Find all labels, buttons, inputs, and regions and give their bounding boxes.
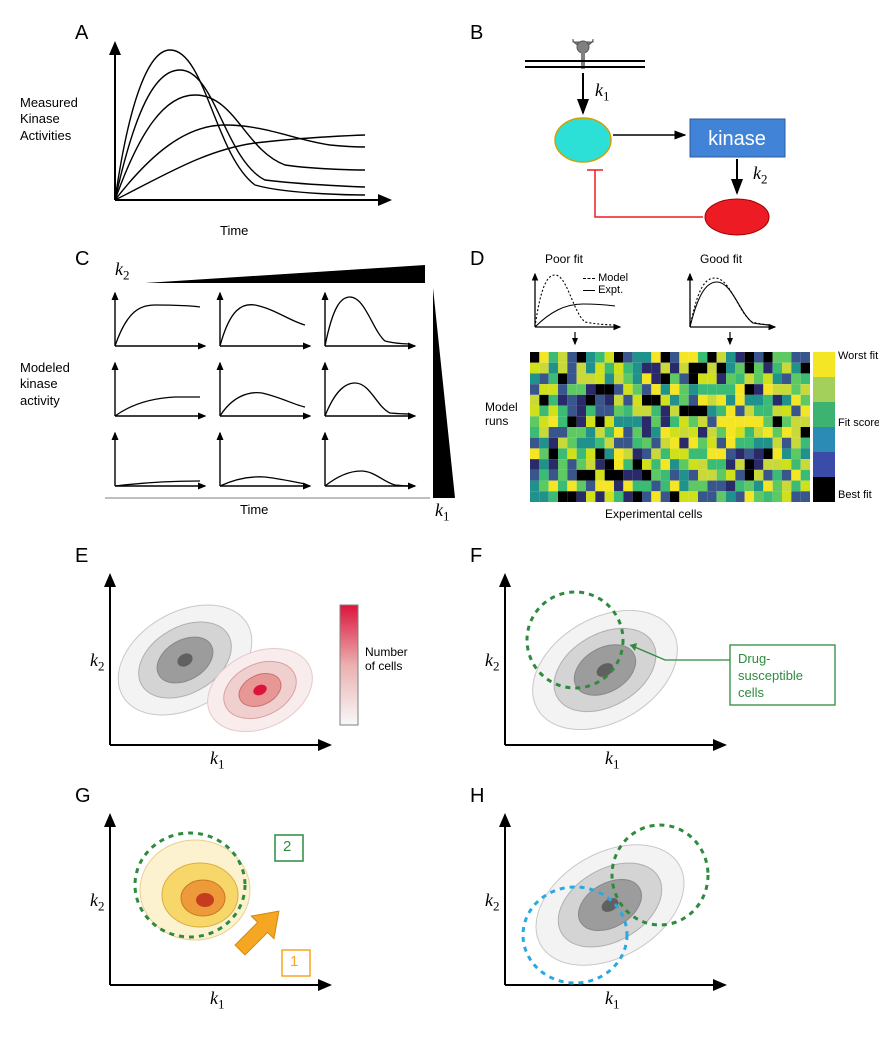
inhibition-line [595,170,703,217]
panel-h: k2 k1 [485,805,845,1015]
colorbar-label: Numberof cells [365,645,408,674]
param-density-f [485,565,865,775]
panel-d: Poor fit Good fit Model Expt. Modelruns … [485,252,879,532]
model-runs-label: Modelruns [485,400,518,429]
k1-axis-label: k1 [605,748,620,773]
panel-label-e: E [75,545,88,568]
panel-label-f: F [470,545,482,568]
param-density-h [485,805,845,1015]
panel-a: Measured Kinase Activities Time [20,40,440,240]
fit-comparison [530,262,810,347]
k2-axis-label: k2 [115,259,130,284]
box1-text: 1 [290,953,298,970]
k1-label: k1 [595,80,610,105]
k1-axis-label: k1 [210,748,225,773]
k2-axis-label: k2 [90,890,105,915]
panel-b: kinase k1 k2 [495,25,855,240]
panel-g: k2 k1 1 2 [90,805,450,1015]
best-fit-label: Best fit [838,489,872,501]
param-density-g [90,805,450,1015]
worst-fit-label: Worst fit [838,350,878,362]
panel-label-b: B [470,22,483,45]
model-legend: Model Expt. [583,272,628,296]
kinase-text: kinase [708,128,766,150]
k2-label: k2 [753,163,768,188]
k1-axis-label: k1 [435,500,450,525]
chart-xlabel: Time [220,223,248,238]
fit-score-label: Fit score [838,417,879,429]
pathway-diagram: kinase [495,25,855,240]
fit-heatmap [530,352,810,502]
box2-text: 2 [283,838,291,855]
chart-ylabel: Measured Kinase Activities [20,95,78,144]
subplot-grid [100,283,430,508]
annotation-text: Drug- susceptible cells [738,651,803,702]
k2-axis-label: k2 [90,650,105,675]
receptor-icon [573,39,593,69]
k1-axis-label: k1 [210,988,225,1013]
good-fit-label: Good fit [700,252,742,266]
red-node [705,199,769,235]
figure-container: A B C D E F G H Measured Kinase Activiti… [20,20,859,1030]
panel-e: k2 k1 Numberof cells [90,565,450,775]
k2-axis-label: k2 [485,650,500,675]
chart-ylabel: Modeled kinase activity [20,360,70,409]
panel-label-g: G [75,785,91,808]
panel-c: k2 k1 Modeled kinase activity Time [75,265,475,535]
poor-fit-label: Poor fit [545,252,583,266]
fit-colorbar [813,352,835,502]
exp-cells-label: Experimental cells [605,507,702,521]
panel-f: k2 k1 Drug- susceptible cells [485,565,865,775]
k2-wedge [145,265,425,285]
k2-axis-label: k2 [485,890,500,915]
kinase-curves-chart [95,35,435,225]
cyan-node [555,118,611,162]
panel-label-h: H [470,785,484,808]
k1-wedge [433,288,455,498]
curve-3 [115,95,365,200]
k1-axis-label: k1 [605,988,620,1013]
